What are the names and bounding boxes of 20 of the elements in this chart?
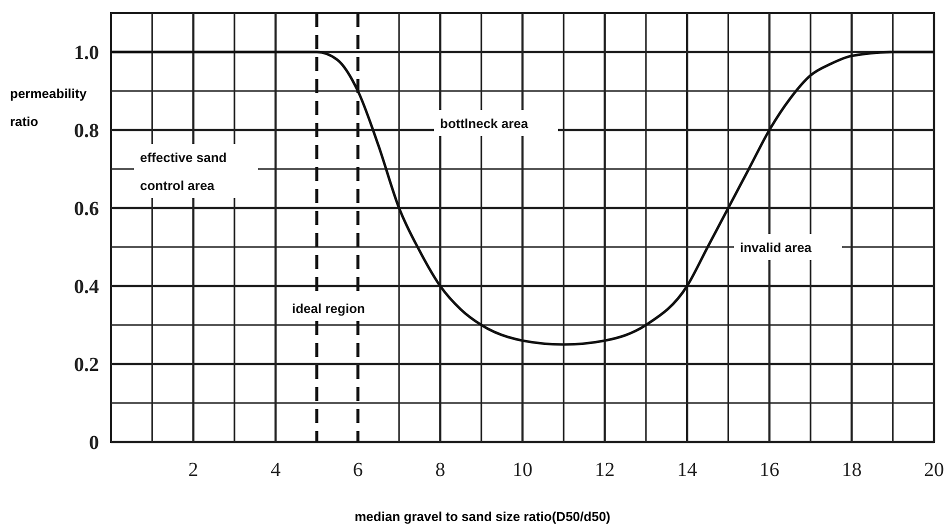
x-tick-label: 12	[594, 459, 615, 481]
annotation: invalid area	[740, 240, 812, 255]
x-tick-label: 18	[842, 459, 862, 481]
annotation: effective sand control area	[140, 150, 227, 193]
x-tick-label: 14	[677, 459, 698, 481]
annotation: ideal region	[292, 301, 366, 316]
y-tick-label: 0	[89, 432, 99, 454]
y-tick-label: 1.0	[74, 42, 99, 64]
y-tick-label: 0.6	[74, 198, 99, 220]
x-tick-label: 6	[352, 459, 363, 481]
x-tick-label: 2	[188, 459, 198, 481]
annotation: bottlneck area	[440, 116, 529, 131]
x-axis-title: median gravel to sand size ratio(D50/d50)	[354, 509, 610, 524]
y-tick-label: 0.4	[74, 276, 99, 298]
x-tick-label: 20	[924, 459, 944, 481]
x-tick-label: 8	[435, 459, 446, 481]
x-tick-label: 10	[512, 459, 532, 481]
x-tick-label: 4	[270, 459, 281, 481]
y-tick-label: 0.2	[74, 354, 99, 376]
x-tick-label: 16	[759, 459, 780, 481]
